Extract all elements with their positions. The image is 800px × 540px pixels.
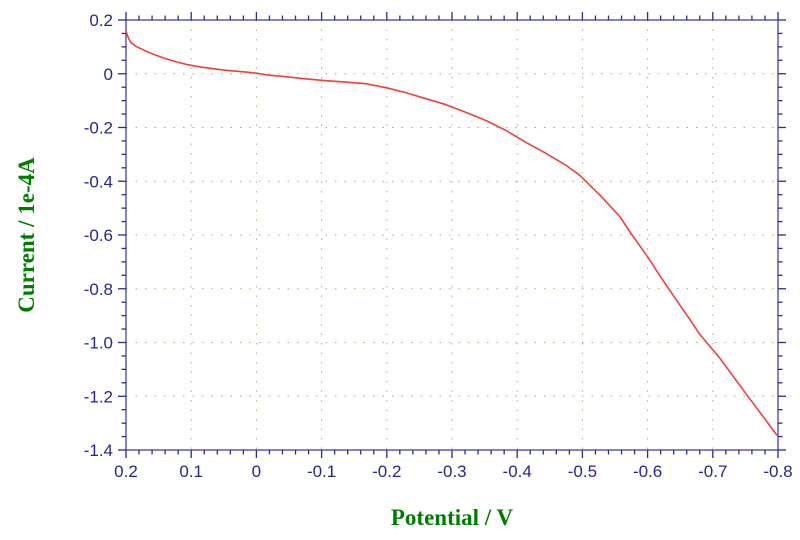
x-tick-label: -0.3 bbox=[437, 462, 466, 481]
x-tick-label: 0.2 bbox=[114, 462, 138, 481]
plot-curve bbox=[125, 30, 778, 436]
x-tick-label: -0.6 bbox=[633, 462, 662, 481]
x-tick-label: -0.4 bbox=[503, 462, 532, 481]
y-tick-label: 0 bbox=[104, 65, 113, 84]
plot-box bbox=[125, 19, 779, 451]
y-axis-title: Current / 1e-4A bbox=[14, 157, 39, 313]
x-tick-label: 0.1 bbox=[179, 462, 203, 481]
x-tick-label: -0.7 bbox=[698, 462, 727, 481]
y-tick-label: -0.6 bbox=[84, 226, 113, 245]
x-tick-label: -0.1 bbox=[307, 462, 336, 481]
y-tick-label: 0.2 bbox=[89, 11, 113, 30]
y-tick-label: -1.2 bbox=[84, 387, 113, 406]
x-tick-label: 0 bbox=[252, 462, 261, 481]
y-tick-label: -0.2 bbox=[84, 119, 113, 138]
x-axis-title: Potential / V bbox=[390, 505, 514, 530]
y-tick-label: -0.8 bbox=[84, 280, 113, 299]
x-tick-label: -0.8 bbox=[763, 462, 792, 481]
x-tick-label: -0.2 bbox=[372, 462, 401, 481]
y-tick-label: -1.4 bbox=[84, 441, 113, 460]
y-tick-label: -0.4 bbox=[84, 172, 113, 191]
x-tick-label: -0.5 bbox=[568, 462, 597, 481]
y-tick-label: -1.0 bbox=[84, 334, 113, 353]
